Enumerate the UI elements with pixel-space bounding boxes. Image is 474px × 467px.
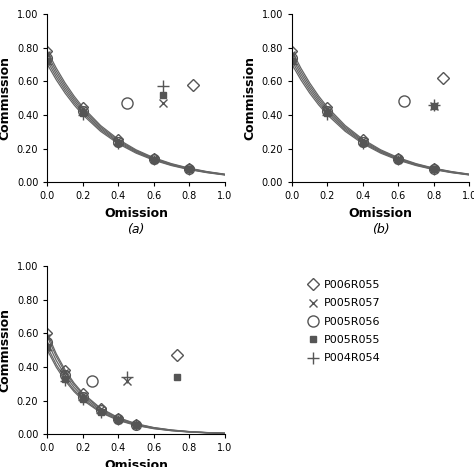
X-axis label: Omission: Omission	[104, 459, 168, 467]
Text: (b): (b)	[372, 223, 390, 235]
Legend: P006R055, P005R057, P005R056, P005R055, P004R054: P006R055, P005R057, P005R056, P005R055, …	[306, 280, 381, 363]
Y-axis label: Commission: Commission	[0, 56, 11, 140]
X-axis label: Omission: Omission	[104, 207, 168, 219]
Text: (a): (a)	[128, 223, 145, 235]
Y-axis label: Commission: Commission	[0, 308, 11, 392]
X-axis label: Omission: Omission	[349, 207, 413, 219]
Y-axis label: Commission: Commission	[243, 56, 256, 140]
